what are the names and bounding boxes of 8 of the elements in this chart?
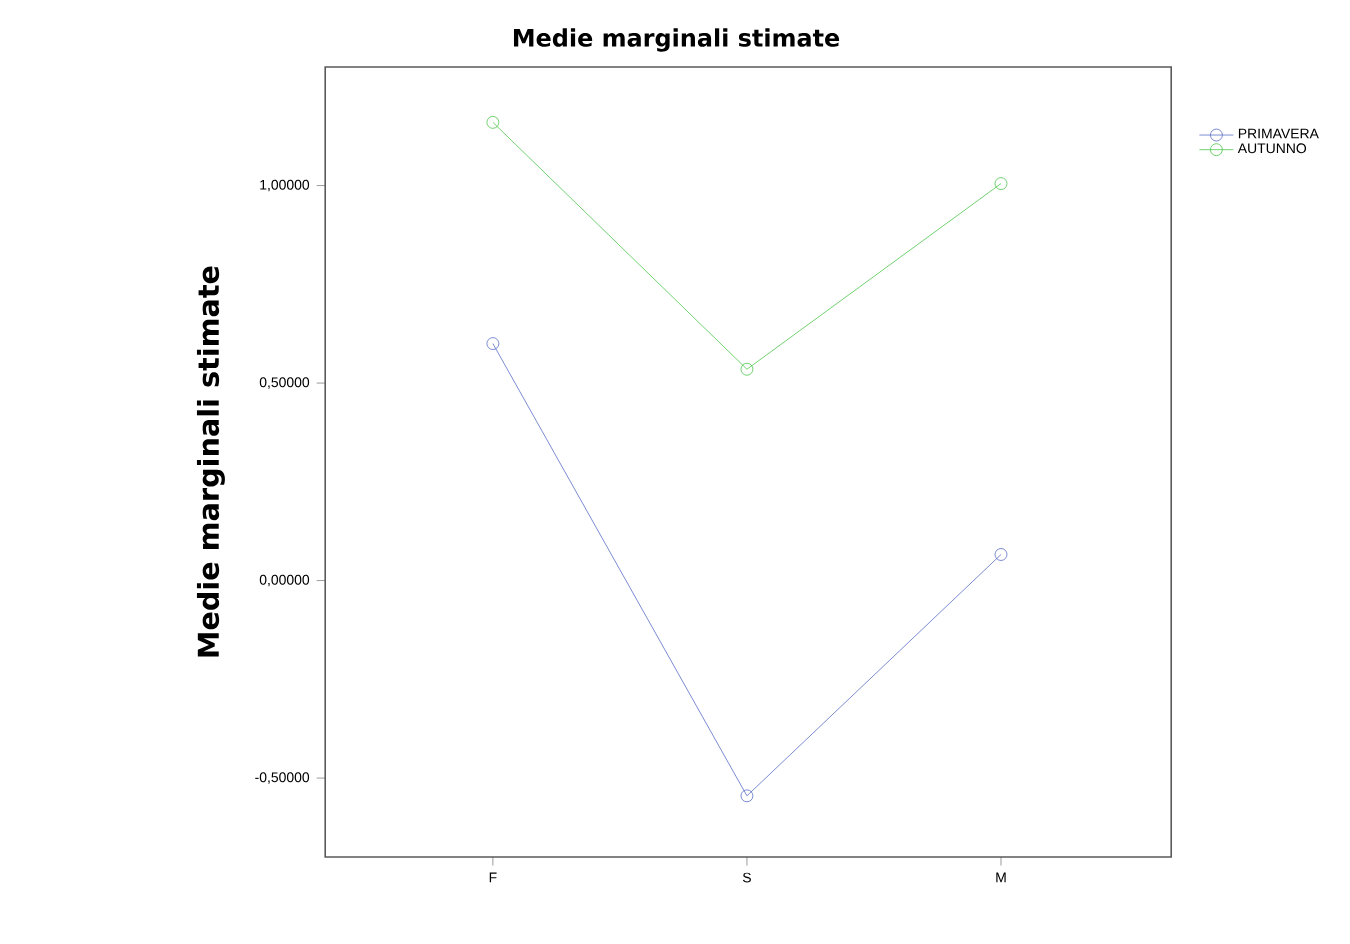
point [994, 177, 1008, 190]
point [740, 362, 754, 376]
point [486, 115, 500, 129]
point [740, 789, 754, 803]
point [486, 337, 500, 350]
point [994, 548, 1008, 561]
chart-title: Medie marginali stimate [513, 28, 840, 52]
y-axis-title: Medie marginali stimate [196, 266, 225, 657]
